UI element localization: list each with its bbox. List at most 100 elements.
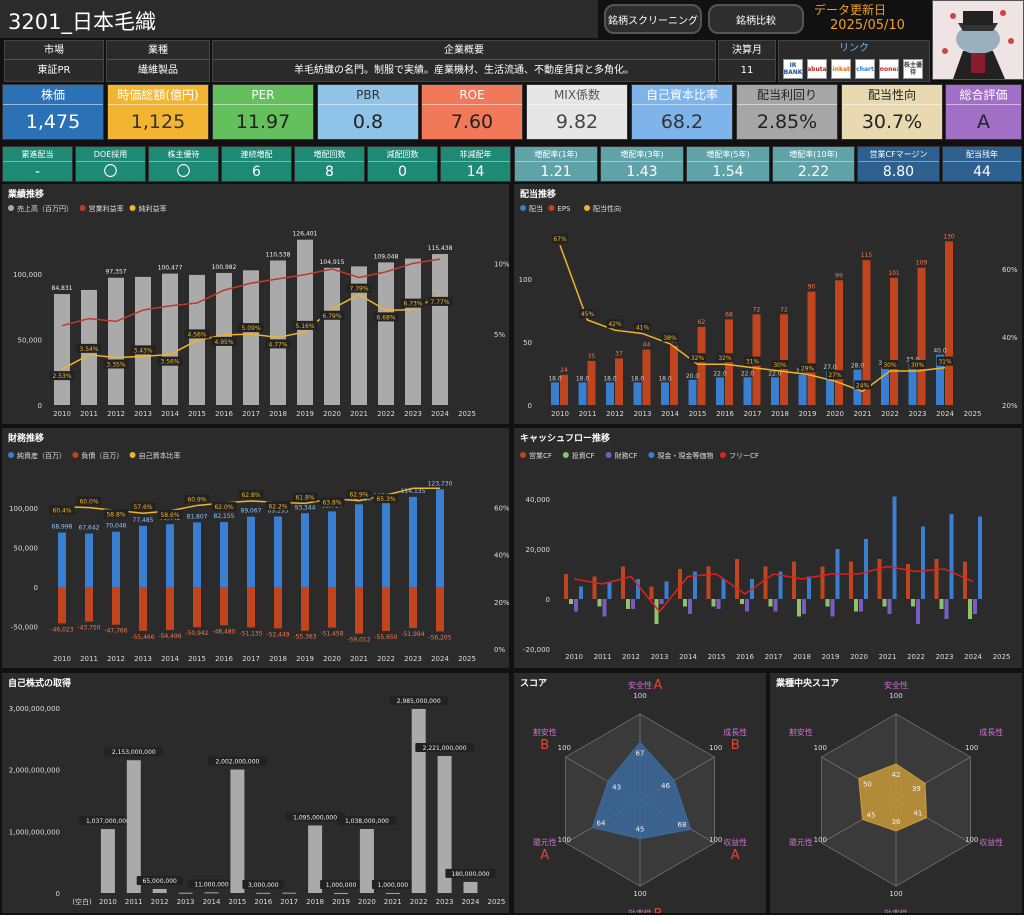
- cash-bar: [721, 579, 726, 599]
- liabilities-bar: [328, 587, 336, 628]
- data-label-bg: [211, 501, 237, 511]
- data-label: 18.0: [658, 375, 672, 382]
- assets-bar: [247, 516, 255, 587]
- radar-grade: A: [731, 848, 740, 863]
- liabilities-bar: [193, 587, 201, 628]
- op-cf-bar: [592, 576, 597, 599]
- radar-axis-label: 割安性: [533, 727, 557, 737]
- data-label-bg: [49, 505, 75, 515]
- dividend-bar: [743, 377, 752, 405]
- metric-value: 44: [973, 164, 991, 180]
- sales-bar: [405, 258, 421, 405]
- data-label: 24%: [856, 382, 870, 389]
- data-label-bg: [415, 743, 474, 753]
- data-label: 123,730: [428, 480, 453, 487]
- inv-cf-bar: [854, 599, 858, 612]
- link-icon-0[interactable]: IR BANK: [783, 59, 803, 79]
- y2-tick-label: 40%: [494, 552, 509, 560]
- dividend-bar: [606, 382, 614, 405]
- data-label-bg: [265, 339, 291, 349]
- kpi-value: 2.85%: [756, 111, 818, 133]
- data-label: 89,195: [268, 508, 289, 515]
- data-label: 104,620: [347, 495, 372, 502]
- data-label: 27.0: [823, 364, 837, 371]
- data-label: -59,012: [347, 637, 370, 644]
- radar-value: 50: [863, 781, 872, 789]
- x-tick-label: 2012: [107, 655, 125, 663]
- data-label-bg: [346, 283, 372, 293]
- data-label: 67,642: [79, 525, 100, 532]
- data-label: 93,344: [295, 504, 316, 511]
- inv-cf-bar: [654, 599, 659, 624]
- data-label: 84,831: [52, 285, 73, 292]
- link-icon-2[interactable]: minkabu: [831, 59, 851, 79]
- data-label: 32%: [691, 355, 705, 362]
- x-tick-label: 2016: [254, 898, 272, 906]
- data-label: 38%: [663, 335, 677, 342]
- kpi-label: 時価総額(億円): [108, 85, 208, 105]
- data-label: -43,750: [77, 625, 100, 632]
- data-label: 7.77%: [430, 299, 449, 306]
- dividend-bar: [578, 382, 587, 405]
- data-label: 62.9%: [349, 492, 368, 499]
- legend-marker: [129, 452, 136, 458]
- industry-score-panel: 業種中央スコア 42 39 41 36 45 50 100 安全性 100 成長性 100 収益性 10…: [770, 673, 1022, 913]
- x-tick-label: 2011: [80, 410, 98, 418]
- x-tick-label: 2019: [296, 410, 314, 418]
- legend-marker: [8, 205, 14, 211]
- radar-axis-label: 効率性: [884, 908, 908, 913]
- data-label: -51,458: [320, 631, 343, 638]
- data-label-bg: [661, 332, 679, 342]
- data-label: 33.0: [906, 356, 920, 363]
- radar-max-label: 100: [814, 744, 827, 752]
- buyback-bar: [230, 769, 245, 893]
- x-tick-label: 2010: [551, 410, 569, 418]
- assets-bar: [166, 524, 174, 587]
- data-label: 3.35%: [106, 362, 125, 369]
- y-tick-label: 40,000: [526, 496, 551, 504]
- assets-bar: [301, 513, 309, 587]
- inv-cf-bar: [740, 599, 744, 604]
- avatar: [932, 0, 1024, 80]
- x-tick-label: 2022: [907, 653, 925, 661]
- radar-axis-label: 安全性: [628, 680, 652, 690]
- data-label-bg: [319, 310, 345, 320]
- metric-label: 配当残年: [943, 147, 1021, 162]
- eps-bar: [807, 291, 816, 405]
- kpi-value: A: [977, 111, 990, 133]
- assets-bar: [382, 501, 390, 587]
- data-label: 44: [643, 342, 651, 349]
- metric-label: 累進配当: [3, 147, 72, 162]
- data-label: 2,153,000,000: [112, 749, 156, 756]
- compare-button[interactable]: 銘柄比較: [708, 4, 804, 34]
- fiscal-month-header: 決算月: [719, 41, 775, 60]
- overview-cell: 企業概要 羊毛紡織の名門。制服で実績。産業機材、生活流通、不動産賃貸と多角化。: [212, 40, 716, 82]
- data-label-bg: [551, 234, 569, 244]
- data-label: 109,048: [374, 253, 399, 260]
- liabilities-bar: [274, 587, 282, 629]
- data-label: 31%: [938, 359, 952, 366]
- dividend-bar: [551, 382, 559, 405]
- eps-bar: [917, 267, 926, 405]
- data-label-bg: [427, 296, 453, 306]
- buyback-bar: [385, 892, 400, 894]
- metric-value: 6: [252, 164, 261, 180]
- screening-button[interactable]: 銘柄スクリーニング: [604, 4, 702, 34]
- data-label: 1,095,000,000: [293, 814, 337, 821]
- link-icon-5[interactable]: 株主優待: [903, 59, 923, 79]
- link-icon-1[interactable]: kabutan: [807, 59, 827, 79]
- data-label: 130: [943, 233, 955, 240]
- kpi-card-7: 配当利回り 2.85%: [736, 84, 838, 140]
- data-label: 70,046: [106, 523, 127, 530]
- radar-grade: B: [540, 738, 549, 753]
- data-label: 99: [835, 272, 843, 279]
- radar-max-label: 100: [558, 744, 571, 752]
- data-label-bg: [157, 509, 183, 519]
- data-label: 109: [916, 260, 928, 267]
- buyback-bar: [437, 756, 452, 893]
- x-tick-label: 2025: [458, 410, 476, 418]
- link-icon-3[interactable]: chart: [855, 59, 875, 79]
- liabilities-bar: [355, 587, 363, 634]
- link-icon-4[interactable]: monex: [879, 59, 899, 79]
- data-label-bg: [634, 322, 651, 332]
